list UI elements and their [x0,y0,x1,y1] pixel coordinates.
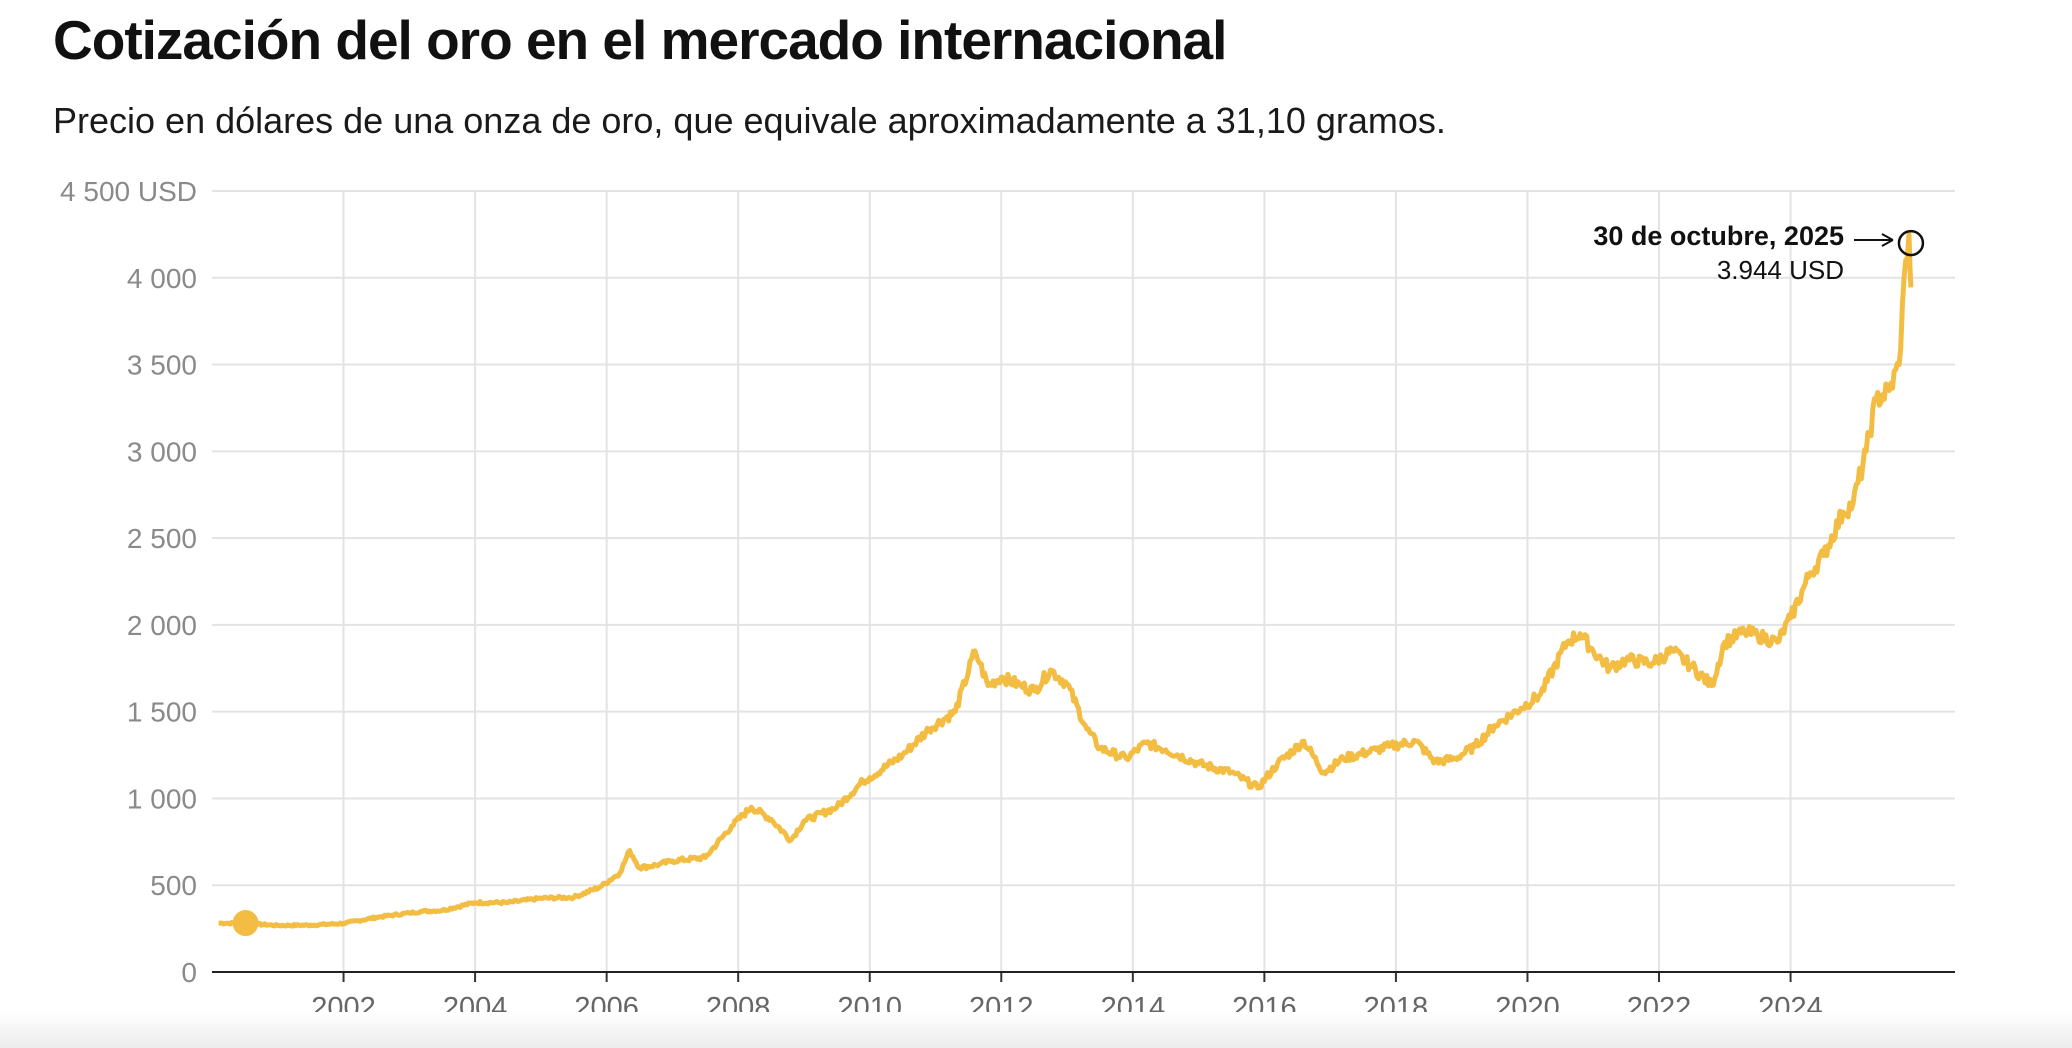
annotation-date: 30 de octubre, 2025 [1593,221,1844,251]
annotation-value: 3.944 USD [1717,255,1844,285]
start-point-marker [232,910,259,937]
annotation-point-circle [1897,229,1925,257]
y-tick-label: 500 [150,870,197,901]
y-tick-label: 4 500 USD [60,176,197,207]
chart-title: Cotización del oro en el mercado interna… [53,9,1227,71]
y-tick-label: 2 500 [127,523,197,554]
gold-price-line [217,231,1914,929]
chart-subtitle: Precio en dólares de una onza de oro, qu… [53,100,1446,141]
y-axis-ticks: 0 500 1 000 1 500 2 000 2 500 3 000 3 500 4 000 4… [60,176,197,988]
series [217,231,1914,937]
y-tick-label: 1 000 [127,783,197,814]
y-tick-label: 2 000 [127,610,197,641]
annotation-arrow-head [1881,233,1894,247]
grid [212,190,1955,972]
y-tick-label: 3 000 [127,436,197,467]
y-tick-label: 1 500 [127,697,197,728]
y-tick-label: 3 500 [127,350,197,381]
footer-fade [0,1012,2072,1048]
y-tick-label: 0 [181,957,197,988]
annotation: 30 de octubre, 2025 3.944 USD [1593,221,1925,285]
y-tick-label: 4 000 [127,263,197,294]
